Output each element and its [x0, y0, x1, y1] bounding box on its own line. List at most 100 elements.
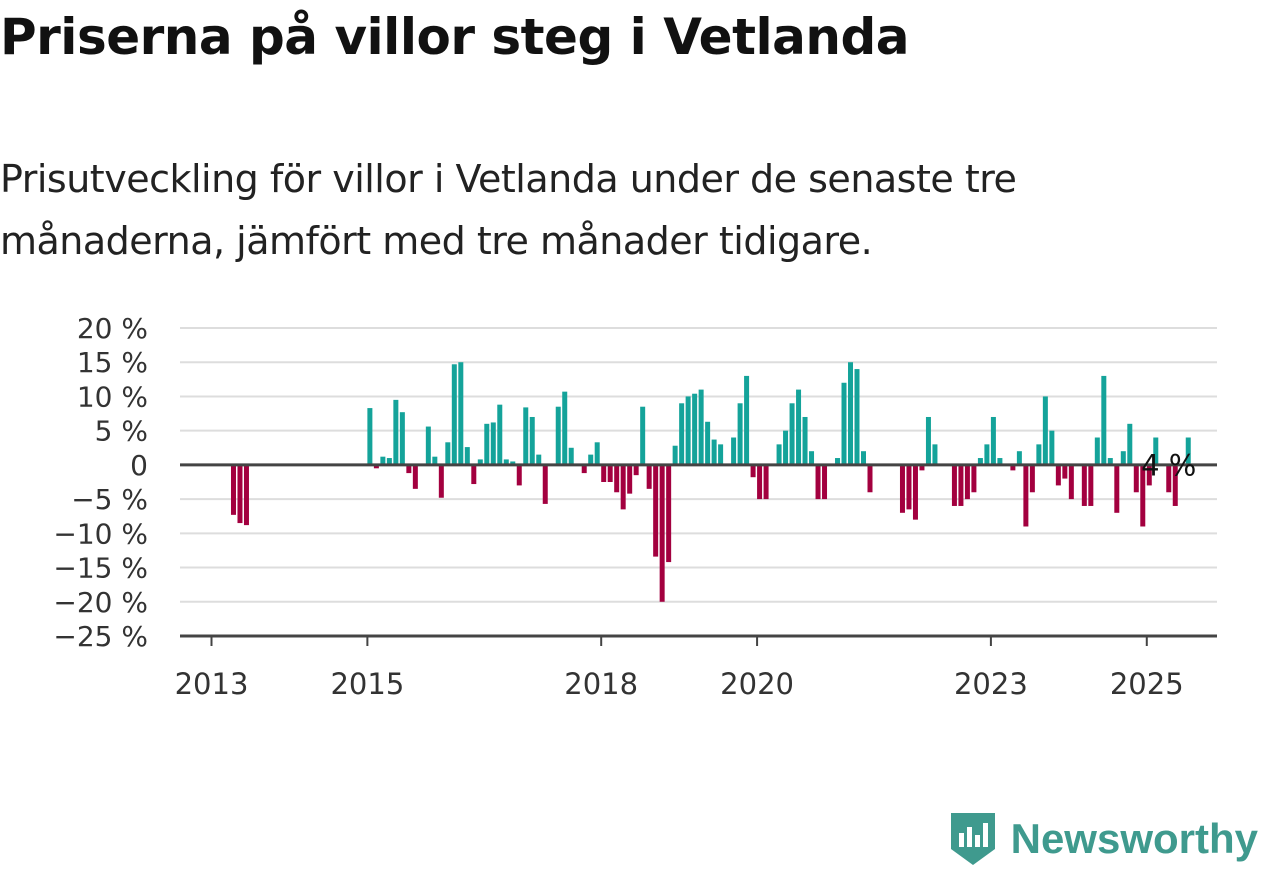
y-tick-label: 10 % [77, 380, 148, 413]
bar-negative [438, 464, 444, 498]
bar-positive [984, 444, 990, 465]
bars [230, 362, 1191, 602]
bar-positive [776, 444, 782, 465]
bar-negative [406, 464, 412, 474]
bar-negative [906, 464, 912, 510]
bar-positive [1094, 437, 1100, 465]
latest-value-annotation: 4 % [1141, 448, 1196, 482]
bar-negative [243, 464, 249, 526]
bar-negative [620, 464, 626, 510]
bar-negative [1081, 464, 1087, 506]
bar-negative [1055, 464, 1061, 486]
bar-positive [367, 408, 373, 465]
bar-negative [1140, 464, 1146, 527]
bar-positive [731, 437, 737, 465]
bar-positive [451, 364, 457, 465]
bar-positive [1042, 396, 1048, 465]
bar-positive [854, 369, 860, 465]
bar-negative [666, 464, 672, 563]
bar-negative [899, 464, 905, 513]
bar-positive [679, 403, 685, 465]
bar-positive [588, 454, 594, 465]
bar-negative [750, 464, 756, 478]
bar-positive [490, 422, 496, 465]
bar-negative [237, 464, 243, 524]
bar-negative [1068, 464, 1074, 500]
bar-positive [380, 456, 386, 465]
bar-positive [711, 439, 717, 465]
bar-positive [445, 442, 451, 465]
bar-negative [633, 464, 639, 476]
axes [180, 463, 1217, 646]
newsworthy-logo-icon [950, 813, 995, 865]
bar-positive [692, 393, 698, 465]
bar-positive [1016, 451, 1022, 465]
bar-negative [763, 464, 769, 500]
bar-positive [393, 399, 399, 465]
bar-negative [471, 464, 477, 485]
bar-negative [867, 464, 873, 493]
brand-name: Newsworthy [1010, 815, 1258, 862]
bar-positive [594, 442, 600, 465]
bar-positive [432, 456, 438, 465]
bar-positive [510, 461, 516, 465]
bar-negative [653, 464, 659, 557]
bar-negative [822, 464, 828, 500]
y-tick-label: 15 % [77, 346, 148, 379]
bar-positive [925, 416, 931, 465]
bar-negative [1023, 464, 1029, 527]
bar-positive [568, 447, 574, 465]
bar-negative [1029, 464, 1035, 493]
bar-negative [373, 464, 379, 469]
bar-negative [1114, 464, 1120, 513]
bar-positive [802, 416, 808, 465]
bar-positive [640, 406, 646, 465]
bar-positive [555, 406, 561, 465]
brand-logo: Newsworthy [947, 803, 1258, 875]
bar-positive [562, 391, 568, 465]
bar-negative [1172, 464, 1178, 506]
bar-negative [230, 464, 236, 515]
y-tick-label: −20 % [53, 586, 148, 619]
bar-positive [536, 454, 542, 465]
bar-positive [464, 447, 470, 465]
bar-positive [841, 382, 847, 465]
bar-positive [1127, 423, 1133, 465]
bar-negative [1146, 464, 1152, 486]
bar-negative [757, 464, 763, 500]
bar-positive [1036, 444, 1042, 465]
bar-positive [1107, 458, 1113, 465]
bar-negative [971, 464, 977, 493]
bar-chart: 20 %15 %10 %5 %0−5 %−10 %−15 %−20 %−25 %… [53, 312, 1217, 701]
bar-positive [861, 451, 866, 465]
bar-positive [503, 459, 509, 465]
y-tick-label: −25 % [53, 620, 148, 653]
y-tick-label: 20 % [77, 312, 148, 345]
bar-negative [912, 464, 918, 520]
bar-positive [932, 444, 938, 465]
bar-negative [659, 464, 665, 602]
bar-negative [964, 464, 970, 500]
bar-positive [523, 407, 529, 465]
bar-negative [542, 464, 548, 504]
bar-positive [1101, 375, 1107, 465]
bar-positive [1185, 437, 1191, 465]
bar-positive [386, 458, 392, 465]
x-tick-label: 2023 [954, 667, 1028, 701]
y-tick-label: −5 % [71, 483, 148, 516]
bar-positive [848, 362, 854, 465]
bar-positive [809, 451, 815, 465]
bar-negative [1088, 464, 1094, 506]
bar-positive [705, 421, 711, 465]
bar-negative [1010, 464, 1016, 471]
bar-negative [958, 464, 964, 506]
bar-positive [990, 416, 996, 465]
bar-negative [627, 464, 633, 494]
gridlines [180, 327, 1217, 603]
bar-negative [614, 464, 620, 493]
y-tick-label: 5 % [95, 415, 148, 448]
bar-positive [737, 403, 743, 465]
bar-negative [815, 464, 821, 500]
bar-positive [1120, 451, 1126, 465]
bar-positive [477, 459, 483, 465]
